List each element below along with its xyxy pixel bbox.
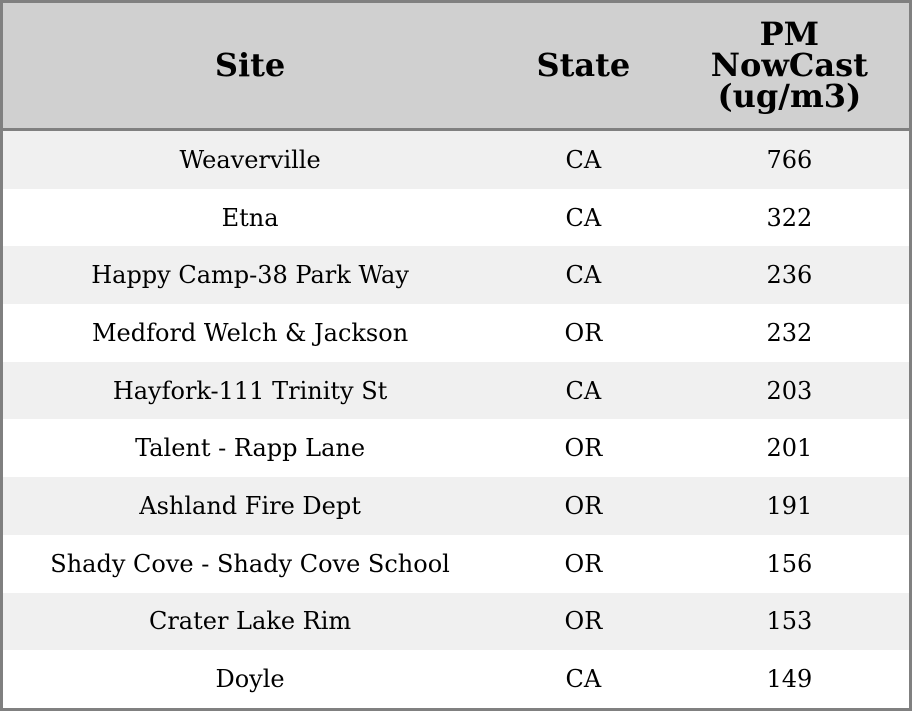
cell-state: CA [565,665,602,694]
cell-site: Ashland Fire Dept [1,477,498,535]
cell-site: Crater Lake Rim [1,592,498,651]
header-row: Site State PM NowCast (ug/m3) [1,1,911,131]
header-pm-line1: PM [759,15,820,53]
table-row: Crater Lake Rim OR 153 [1,592,911,651]
cell-state: OR [497,477,670,535]
cell-pm: 236 [669,246,911,305]
table-row: Talent - Rapp Lane OR 201 [2,419,911,477]
header-site: Site [1,1,498,131]
cell-state: CA [497,361,670,420]
cell-pm: 156 [766,549,813,578]
header-pm-line2: NowCast [710,46,868,84]
table-row: Hayfork-111 Trinity St CA 203 [1,361,911,420]
cell-state: OR [564,318,603,347]
cell-pm: 203 [669,361,911,420]
header-state: State [497,1,670,131]
table-row: Weaverville CA 766 [1,129,911,189]
table-row: Medford Welch & Jackson OR 232 [2,304,911,362]
cell-state: OR [497,592,670,651]
cell-state: CA [565,203,602,232]
cell-state: CA [497,129,670,189]
cell-pm: 232 [766,318,813,347]
table-row: Happy Camp-38 Park Way CA 236 [1,246,911,305]
table-row: Shady Cove - Shady Cove School OR 156 [2,535,911,593]
cell-site: Etna [221,203,279,232]
header-pm: PM NowCast (ug/m3) [669,1,911,131]
table-row: Etna CA 322 [2,189,911,247]
cell-site: Talent - Rapp Lane [135,434,366,463]
table-body: Weaverville CA 766 Etna CA 322 Happy Camp-38 P… [1,129,911,710]
cell-pm: 153 [669,592,911,651]
header-pm-line3: (ug/m3) [717,77,862,115]
cell-pm: 201 [766,434,813,463]
table-row: Ashland Fire Dept OR 191 [1,477,911,535]
cell-state: CA [497,246,670,305]
cell-pm: 191 [669,477,911,535]
cell-pm: 766 [669,129,911,189]
table-row: Doyle CA 149 [2,650,911,709]
cell-pm: 322 [766,203,813,232]
cell-site: Hayfork-111 Trinity St [1,361,498,420]
cell-state: OR [564,549,603,578]
cell-site: Weaverville [1,129,498,189]
cell-site: Doyle [215,665,285,694]
cell-site: Happy Camp-38 Park Way [1,246,498,305]
cell-site: Medford Welch & Jackson [91,318,409,347]
cell-site: Shady Cove - Shady Cove School [50,549,450,578]
cell-state: OR [564,434,603,463]
cell-pm: 149 [766,665,813,694]
